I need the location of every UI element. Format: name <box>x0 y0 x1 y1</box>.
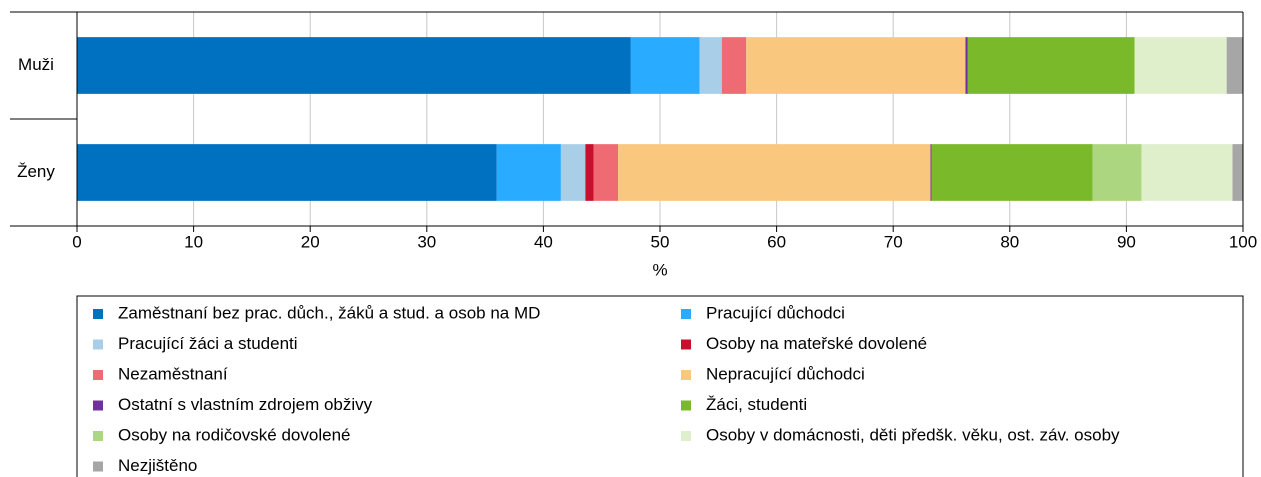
legend-label: Osoby na rodičovské dovolené <box>118 425 350 444</box>
bar-segment <box>496 144 561 201</box>
legend-label: Pracující důchodci <box>706 303 845 322</box>
legend-swatch <box>93 309 103 319</box>
legend-swatch <box>681 309 691 319</box>
bar-segment <box>965 37 968 94</box>
legend-label: Ostatní s vlastním zdrojem obživy <box>118 395 373 414</box>
x-tick-label: 30 <box>417 232 436 251</box>
legend-label: Nezjištěno <box>118 456 197 475</box>
x-axis-label: % <box>652 260 667 279</box>
x-tick-label: 20 <box>301 232 320 251</box>
legend-swatch <box>681 370 691 380</box>
legend-label: Žáci, studenti <box>706 395 807 414</box>
legend-swatch <box>93 339 103 350</box>
legend-label: Zaměstnaní bez prac. důch., žáků a stud.… <box>118 303 540 322</box>
x-tick-label: 90 <box>1117 232 1136 251</box>
bar-segment <box>721 37 747 94</box>
y-tick-label: Ženy <box>17 162 55 181</box>
bar-segment <box>560 144 586 201</box>
bar-segment <box>1134 37 1227 94</box>
x-tick-label: 60 <box>767 232 786 251</box>
x-tick-label: 80 <box>1000 232 1019 251</box>
bar-segment <box>699 37 722 94</box>
legend-swatch <box>681 431 691 441</box>
legend-label: Nepracující důchodci <box>706 364 865 383</box>
bar-segment <box>618 144 931 201</box>
legend-box <box>76 295 1244 477</box>
bar-segment <box>77 144 497 201</box>
legend-label: Pracující žáci a studenti <box>118 334 298 353</box>
x-tick-label: 0 <box>72 232 81 251</box>
legend-swatch <box>93 400 103 411</box>
legend-swatch <box>681 400 691 411</box>
bar-segment <box>593 144 619 201</box>
x-tick-label: 70 <box>884 232 903 251</box>
legend-swatch <box>93 431 103 441</box>
y-tick-label: Muži <box>18 55 54 74</box>
bar-segment <box>77 37 631 94</box>
bar-segment <box>585 144 594 201</box>
legend-label: Nezaměstnaní <box>118 364 228 383</box>
bar-segment <box>967 37 1135 94</box>
bar-segment <box>931 144 1093 201</box>
legend-label: Osoby v domácnosti, děti předšk. věku, o… <box>706 425 1120 444</box>
bar-segment <box>630 37 700 94</box>
bar-segment <box>1232 144 1243 201</box>
bar-segment <box>1092 144 1142 201</box>
legend-swatch <box>93 461 103 472</box>
bar-segment <box>1226 37 1243 94</box>
legend-swatch <box>93 370 103 380</box>
x-tick-label: 100 <box>1229 232 1257 251</box>
legend-label: Osoby na mateřské dovolené <box>706 334 927 353</box>
bar-segment <box>1141 144 1233 201</box>
x-tick-label: 40 <box>534 232 553 251</box>
x-tick-label: 50 <box>651 232 670 251</box>
legend-swatch <box>681 339 691 350</box>
bar-segment <box>930 144 932 201</box>
bar-segment <box>746 37 966 94</box>
x-tick-label: 10 <box>184 232 203 251</box>
